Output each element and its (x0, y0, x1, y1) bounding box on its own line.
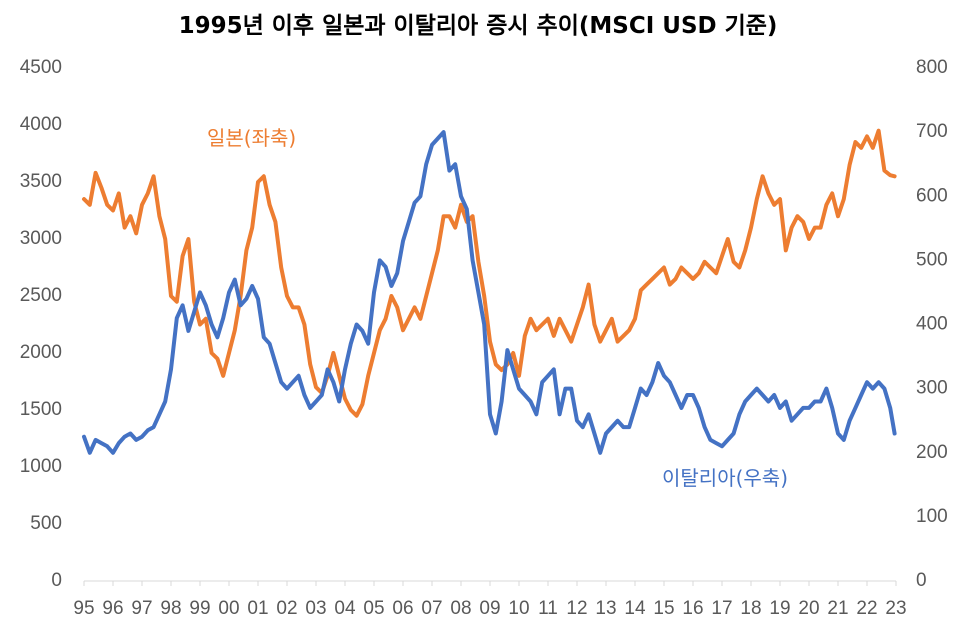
right-axis-tick-label: 0 (916, 570, 927, 591)
right-axis-tick-label: 600 (916, 185, 948, 206)
left-axis-tick-label: 4000 (20, 114, 62, 135)
x-axis-tick-label: 19 (769, 598, 790, 619)
x-axis-tick-label: 20 (798, 598, 819, 619)
x-axis-tick-label: 99 (189, 598, 210, 619)
x-axis-tick-label: 10 (508, 598, 529, 619)
left-axis-tick-label: 2000 (20, 342, 62, 363)
x-axis-tick-label: 17 (711, 598, 732, 619)
japan-series-label: 일본(좌축) (207, 126, 296, 150)
x-axis-tick-label: 11 (538, 598, 558, 619)
x-axis-tick-label: 97 (131, 598, 152, 619)
x-axis-tick-label: 96 (102, 598, 123, 619)
x-axis-tick-label: 08 (450, 598, 471, 619)
left-axis-tick-label: 2500 (20, 285, 62, 306)
right-axis-tick-label: 100 (916, 506, 948, 527)
x-axis-tick-label: 00 (218, 598, 239, 619)
x-axis-tick-label: 13 (595, 598, 616, 619)
x-axis-tick-label: 01 (247, 598, 268, 619)
right-axis-tick-label: 800 (916, 57, 948, 78)
x-axis-tick-label: 04 (334, 598, 356, 619)
x-axis-ticks: 95 96 97 98 99 00 01 02 03 04 05 06 07 08 09 10 11 12 13 14… (73, 581, 907, 619)
left-axis-tick-label: 3500 (20, 171, 62, 192)
right-axis-tick-label: 500 (916, 249, 948, 270)
right-axis-tick-label: 700 (916, 121, 948, 142)
x-axis-tick-label: 06 (392, 598, 413, 619)
x-axis-tick-label: 18 (740, 598, 761, 619)
japan-series-line (82, 128, 897, 418)
left-axis-tick-label: 0 (51, 570, 62, 591)
left-axis-tick-label: 1000 (20, 456, 62, 477)
right-axis-tick-label: 400 (916, 314, 948, 335)
left-axis-tick-label: 3000 (20, 228, 62, 249)
left-axis-ticks: 0 500 1000 1500 2000 2500 3000 3500 4000 4500 (20, 57, 62, 591)
italy-series-line (82, 130, 897, 455)
x-axis-tick-label: 22 (856, 598, 877, 619)
left-axis-tick-label: 4500 (20, 57, 62, 78)
x-axis-tick-label: 14 (624, 598, 646, 619)
italy-series-label: 이탈리아(우축) (662, 466, 788, 490)
x-axis-tick-label: 03 (305, 598, 326, 619)
x-axis-tick-label: 09 (479, 598, 500, 619)
chart-title: 1995년 이후 일본과 이탈리아 증시 추이(MSCI USD 기준) (179, 13, 778, 39)
x-axis-tick-label: 95 (73, 598, 94, 619)
right-axis-tick-label: 300 (916, 378, 948, 399)
x-axis-tick-label: 05 (363, 598, 384, 619)
x-axis-tick-label: 12 (566, 598, 587, 619)
right-axis-ticks: 0 100 200 300 400 500 600 700 800 (916, 57, 948, 591)
left-axis-tick-label: 500 (30, 513, 62, 534)
x-axis-tick-label: 98 (160, 598, 181, 619)
x-axis-tick-label: 07 (421, 598, 442, 619)
x-axis-tick-label: 23 (885, 598, 906, 619)
x-axis-tick-label: 16 (682, 598, 703, 619)
x-axis-tick-label: 21 (827, 598, 848, 619)
right-axis-tick-label: 200 (916, 442, 948, 463)
x-axis-tick-label: 02 (276, 598, 297, 619)
x-axis-tick-label: 15 (653, 598, 674, 619)
left-axis-tick-label: 1500 (20, 399, 62, 420)
